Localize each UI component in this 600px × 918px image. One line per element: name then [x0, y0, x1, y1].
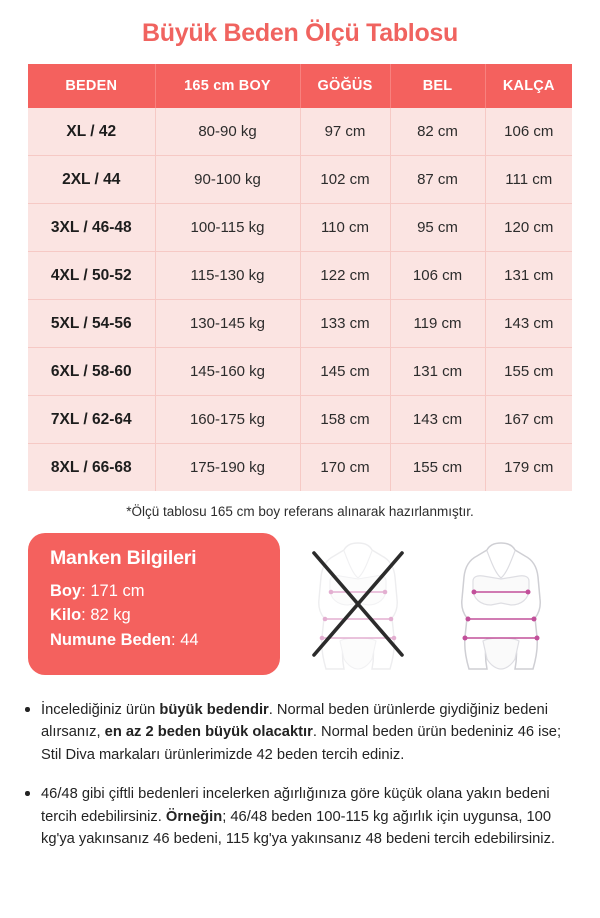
model-info-value: 44 — [180, 630, 199, 649]
model-info-row: Kilo: 82 kg — [50, 606, 131, 625]
table-row: 7XL / 62-64 160-175 kg 158 cm 143 cm 167 cm — [28, 395, 572, 444]
column-header-0: BEDEN — [28, 64, 156, 108]
model-info-title: Manken Bilgileri — [50, 547, 197, 569]
size-label-cell: 3XL / 46-48 — [28, 203, 156, 252]
model-and-figures-section: Manken Bilgileri Boy: 171 cm Kilo: 82 kg N… — [28, 533, 572, 681]
column-header-4: KALÇA — [485, 64, 572, 108]
note-text: ; 46/48 beden 100-115 kg ağırlık için uy… — [41, 808, 555, 848]
table-row: XL / 42 80-90 kg 97 cm 82 cm 106 cm — [28, 108, 572, 156]
measure-cell: 175-190 kg — [155, 443, 301, 491]
model-info-label: Numune Beden — [50, 630, 172, 649]
size-label-cell: 2XL / 44 — [28, 155, 156, 204]
note-emphasis: en az 2 beden büyük olacaktır — [104, 724, 313, 741]
measure-cell: 111 cm — [485, 155, 572, 204]
model-info-row: Boy: 171 cm — [50, 582, 145, 600]
table-row: 5XL / 54-56 130-145 kg 133 cm 119 cm 143 cm — [28, 299, 572, 348]
note-text: 46/48 gibi çiftli bedenleri incelerken a… — [41, 786, 550, 825]
measure-cell: 106 cm — [485, 108, 572, 156]
measure-cell: 170 cm — [300, 443, 391, 491]
table-row: 3XL / 46-48 100-115 kg 110 cm 95 cm 120 cm — [28, 203, 572, 252]
column-header-3: BEL — [390, 64, 486, 108]
table-row: 4XL / 50-52 115-130 kg 122 cm 106 cm 131 cm — [28, 251, 572, 300]
correct-measurement-figure — [447, 533, 555, 675]
note-text: İncelediğiniz ürün — [41, 702, 160, 718]
sizing-notes-list: İncelediğiniz ürün büyük bedendir. Norma… — [22, 699, 578, 851]
incorrect-measurement-figure — [304, 533, 412, 675]
measure-cell: 160-175 kg — [155, 395, 301, 444]
measure-cell: 130-145 kg — [155, 299, 301, 348]
measure-cell: 80-90 kg — [155, 108, 301, 156]
model-info-row: Numune Beden: 44 — [50, 630, 199, 649]
size-label-cell: 5XL / 54-56 — [28, 299, 156, 348]
cross-out-mark — [311, 551, 404, 657]
measure-cell: 145 cm — [300, 347, 391, 396]
measure-cell: 179 cm — [485, 443, 572, 491]
measure-cell: 143 cm — [485, 299, 572, 348]
crossed-out-body-silhouette-icon — [311, 542, 404, 670]
list-item: İncelediğiniz ürün büyük bedendir. Norma… — [22, 699, 578, 766]
measure-cell: 97 cm — [300, 108, 391, 156]
measure-cell: 155 cm — [390, 443, 486, 491]
page-title: Büyük Beden Ölçü Tablosu — [142, 19, 458, 47]
table-header-row: BEDEN 165 cm BOY GÖĞÜS BEL KALÇA — [28, 64, 572, 108]
measure-cell: 115-130 kg — [155, 251, 301, 300]
column-header-2: GÖĞÜS — [300, 64, 391, 108]
size-label-cell: 6XL / 58-60 — [28, 347, 156, 396]
measure-cell: 167 cm — [485, 395, 572, 444]
table-row: 6XL / 58-60 145-160 kg 145 cm 131 cm 155 cm — [28, 347, 572, 396]
size-label-cell: XL / 42 — [28, 108, 156, 156]
table-body: XL / 42 80-90 kg 97 cm 82 cm 106 cm 2XL / 44 9… — [28, 108, 572, 491]
measure-cell: 110 cm — [300, 203, 391, 252]
measure-cell: 90-100 kg — [155, 155, 301, 204]
note-emphasis: Örneğin — [165, 808, 223, 825]
model-info-card: Manken Bilgileri Boy: 171 cm Kilo: 82 kg N… — [28, 533, 280, 675]
size-table: BEDEN 165 cm BOY GÖĞÜS BEL KALÇA XL / 42 80-9… — [28, 64, 572, 491]
column-header-1: 165 cm BOY — [155, 64, 301, 108]
model-info-value: 82 kg — [90, 606, 131, 625]
measure-cell: 145-160 kg — [155, 347, 301, 396]
table-footnote: *Ölçü tablosu 165 cm boy referans alınar… — [126, 504, 474, 519]
measure-cell: 100-115 kg — [155, 203, 301, 252]
measurement-figures — [280, 533, 572, 675]
note-text: . Normal beden ürün bedeniniz 46 ise; St… — [41, 724, 562, 763]
size-table-container: BEDEN 165 cm BOY GÖĞÜS BEL KALÇA XL / 42 80-9… — [28, 64, 572, 491]
model-info-label: Kilo — [50, 606, 82, 625]
table-row: 8XL / 66-68 175-190 kg 170 cm 155 cm 179 cm — [28, 443, 572, 491]
measure-cell: 120 cm — [485, 203, 572, 252]
measure-cell: 106 cm — [390, 251, 486, 300]
measure-cell: 119 cm — [390, 299, 486, 348]
note-emphasis: büyük bedendir — [159, 702, 269, 718]
body-silhouette-icon — [460, 542, 541, 670]
model-info-label: Boy — [50, 582, 82, 600]
size-label-cell: 8XL / 66-68 — [28, 443, 156, 491]
measure-cell: 131 cm — [390, 347, 486, 396]
model-info-rows: Boy: 171 cm Kilo: 82 kg Numune Beden: 44 — [50, 579, 280, 652]
measure-cell: 143 cm — [390, 395, 486, 444]
list-item: 46/48 gibi çiftli bedenleri incelerken a… — [22, 783, 578, 850]
measure-cell: 82 cm — [390, 108, 486, 156]
measure-cell: 87 cm — [390, 155, 486, 204]
measure-cell: 155 cm — [485, 347, 572, 396]
measure-cell: 122 cm — [300, 251, 391, 300]
measure-cell: 95 cm — [390, 203, 486, 252]
table-row: 2XL / 44 90-100 kg 102 cm 87 cm 111 cm — [28, 155, 572, 204]
measure-cell: 131 cm — [485, 251, 572, 300]
measure-cell: 102 cm — [300, 155, 391, 204]
note-text: . Normal beden ürünlerde giydiğiniz bede… — [41, 702, 548, 741]
size-label-cell: 7XL / 62-64 — [28, 395, 156, 444]
model-info-value: 171 cm — [90, 582, 145, 600]
measure-cell: 133 cm — [300, 299, 391, 348]
measure-cell: 158 cm — [300, 395, 391, 444]
size-label-cell: 4XL / 50-52 — [28, 251, 156, 300]
